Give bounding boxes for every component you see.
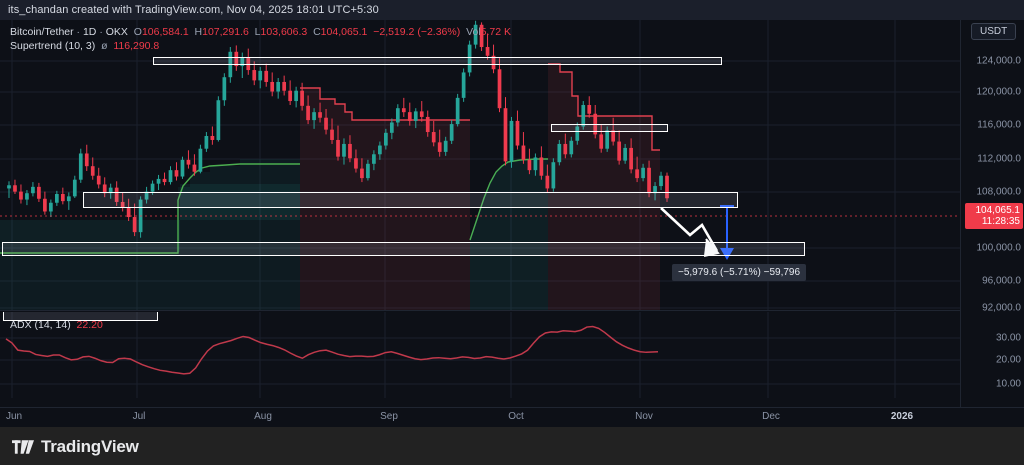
tradingview-mark-icon [12, 440, 34, 454]
tradingview-logo: TradingView [12, 437, 139, 457]
measured-move-arrow[interactable] [720, 205, 734, 260]
currency-badge[interactable]: USDT [971, 23, 1017, 40]
adx-tick: 10.00 [995, 378, 1021, 390]
adx-plot [0, 312, 960, 398]
price-tick: 112,000.0 [977, 153, 1021, 165]
supertrend-bands [0, 184, 300, 252]
supertrend-uptrend [0, 158, 548, 310]
time-scale[interactable]: Jun Jul Aug Sep Oct Nov Dec 2026 [0, 407, 1024, 428]
main-price-pane[interactable]: −5,979.6 (−5.71%) −59,796 Bitcoin/Tether… [0, 20, 960, 310]
adx-vertical-gridlines [11, 312, 896, 398]
measured-move-label: −5,979.6 (−5.71%) −59,796 [672, 264, 807, 281]
attribution-bar: its_chandan created with TradingView.com… [0, 0, 1024, 20]
time-tick: Oct [508, 411, 524, 422]
time-tick: Sep [380, 411, 398, 422]
price-tick: 92,000.0 [982, 302, 1021, 314]
price-tick: 100,000.0 [976, 242, 1022, 254]
price-tick: 124,000.0 [976, 55, 1022, 67]
support-zone-lower[interactable] [2, 242, 805, 256]
adx-pane[interactable]: ADX (14, 14) 22.20 [0, 312, 960, 398]
adx-tick: 20.00 [995, 354, 1021, 366]
last-price-tag[interactable]: 104,065.1 11:28:35 [965, 203, 1023, 229]
adx-horizontal-gridlines [0, 337, 960, 385]
adx-line [5, 325, 659, 375]
resistance-zone-mid[interactable] [551, 124, 668, 132]
price-plot [0, 20, 960, 310]
time-tick: 2026 [890, 411, 914, 422]
price-scale[interactable]: USDT 124,000.0 120,000.0 116,000.0 112,0… [960, 20, 1024, 427]
bar-countdown: 11:28:35 [981, 216, 1020, 227]
time-tick: Dec [762, 411, 780, 422]
price-tick: 116,000.0 [977, 119, 1021, 131]
price-tick: 108,000.0 [976, 186, 1022, 198]
adx-zone-box[interactable] [3, 312, 158, 321]
time-tick: Aug [254, 411, 272, 422]
pane-divider[interactable] [0, 310, 960, 311]
candlestick-series [7, 20, 669, 238]
chart-area: −5,979.6 (−5.71%) −59,796 Bitcoin/Tether… [0, 20, 1024, 427]
time-tick: Jun [5, 411, 23, 422]
resistance-zone-upper[interactable] [153, 57, 722, 65]
support-zone-main[interactable] [83, 192, 738, 208]
adx-tick: 30.00 [995, 332, 1021, 344]
footer-bar [0, 427, 1024, 465]
last-price-value: 104,065.1 [975, 205, 1021, 216]
price-tick: 96,000.0 [982, 275, 1021, 287]
time-tick: Nov [635, 411, 653, 422]
tradingview-wordmark: TradingView [41, 437, 139, 456]
price-tick: 120,000.0 [976, 86, 1022, 98]
supertrend-downtrend [300, 63, 660, 310]
time-tick: Jul [132, 411, 146, 422]
